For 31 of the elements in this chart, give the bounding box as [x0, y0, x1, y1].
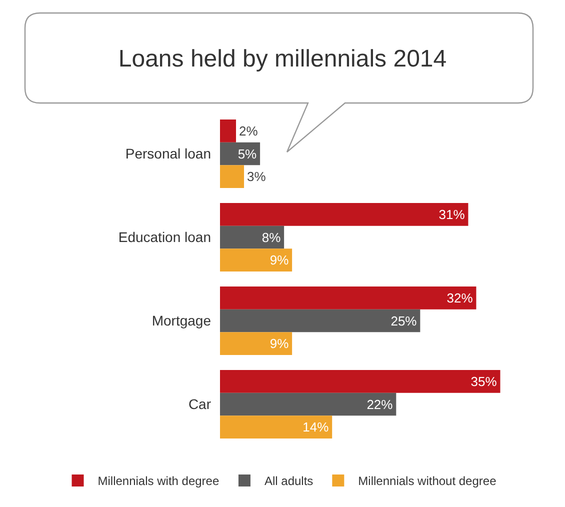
data-label: 31%	[438, 206, 466, 222]
data-label: 3%	[247, 169, 266, 184]
y-tick-label: Education loan	[118, 229, 211, 246]
legend-label: Millennials with degree	[98, 474, 220, 488]
bar	[220, 203, 468, 226]
bar	[220, 165, 244, 188]
legend-label: Millennials without degree	[358, 474, 497, 488]
bar	[220, 120, 236, 142]
data-label: 2%	[239, 123, 258, 138]
bar	[220, 286, 476, 310]
bar	[220, 416, 332, 438]
bar	[220, 392, 396, 416]
data-label: 9%	[270, 336, 290, 352]
data-label: 8%	[262, 230, 282, 245]
data-label: 25%	[390, 313, 418, 328]
data-label: 32%	[446, 290, 474, 306]
bar	[220, 248, 292, 272]
chart-title: Loans held by millennials 2014	[118, 46, 447, 73]
bar	[220, 226, 284, 249]
y-tick-label: Car	[188, 396, 212, 412]
data-label: 9%	[270, 252, 290, 268]
y-tick-label: Mortgage	[152, 312, 212, 329]
data-label: 35%	[470, 374, 498, 389]
legend-label: All adults	[264, 474, 314, 488]
bar	[220, 370, 500, 393]
y-tick-label: Personal loan	[125, 146, 211, 162]
data-label: 14%	[302, 420, 330, 435]
data-label: 22%	[366, 396, 394, 412]
bar	[220, 309, 420, 332]
data-label: 5%	[238, 146, 258, 162]
bar	[220, 332, 292, 355]
